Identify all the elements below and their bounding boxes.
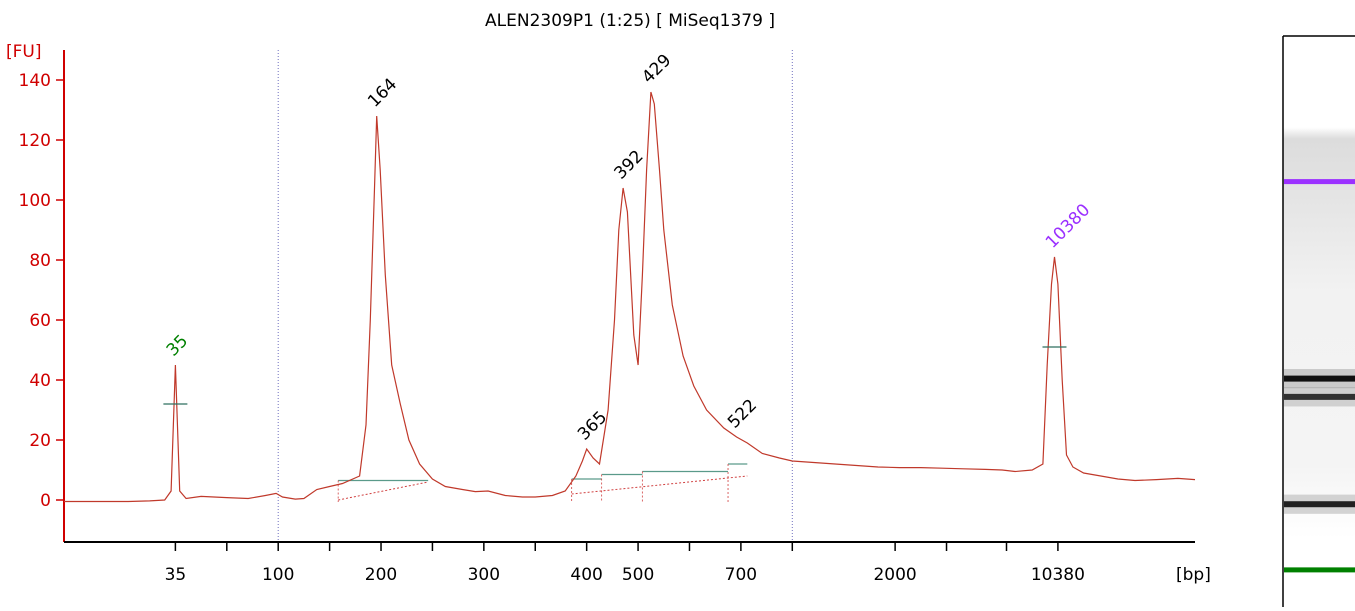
gel-band-halo (1284, 369, 1355, 389)
gel-band (1284, 179, 1355, 185)
peak-label: 365 (574, 407, 611, 444)
x-tick-label: 35 (165, 565, 187, 585)
y-tick-label: 120 (19, 131, 51, 151)
gel-band (1284, 567, 1355, 573)
tick-labels: 0 20 40 60 80 100 120 140 35 100 200 300 400 500 700 20… (19, 71, 1085, 585)
y-tick-label: 140 (19, 71, 51, 91)
y-tick-label: 0 (40, 491, 51, 511)
series-group (64, 91, 1196, 503)
y-tick-label: 60 (29, 311, 51, 331)
peak-baselines (337, 463, 748, 502)
gel-band (1284, 393, 1355, 400)
integration-lines (338, 475, 748, 501)
y-tick-label: 40 (29, 371, 51, 391)
peak-label: 522 (724, 395, 761, 432)
x-tick-label: 300 (468, 565, 500, 585)
gel-band-halo (1284, 387, 1355, 407)
x-axis-label: [bp] (1176, 565, 1211, 585)
x-tick-label: 500 (622, 565, 654, 585)
gel-image (1282, 35, 1355, 607)
peak-label: 392 (610, 146, 647, 183)
peak-labels: 35 164 365 392 429 522 10380 (163, 50, 1094, 444)
y-tick-label: 80 (29, 251, 51, 271)
x-tick-label: 10380 (1031, 565, 1085, 585)
y-tick-label: 20 (29, 431, 51, 451)
vertical-guide-lines (277, 50, 793, 542)
integration-line (571, 475, 748, 495)
y-axis-label: [FU] (6, 42, 42, 62)
x-tick-label: 400 (570, 565, 602, 585)
integration-line (338, 481, 429, 501)
gel-band (1284, 501, 1355, 508)
axes (63, 50, 1195, 543)
trace-line (64, 91, 1196, 503)
gel-band-halo (1284, 494, 1355, 514)
peak-label: 10380 (1042, 200, 1094, 252)
y-tick-label: 100 (19, 191, 51, 211)
peak-label: 164 (364, 74, 401, 111)
x-tick-label: 700 (725, 565, 757, 585)
chart-title: ALEN2309P1 (1:25) [ MiSeq1379 ] (485, 11, 775, 31)
gel-lane-background (1283, 36, 1355, 607)
marker-lines (163, 346, 1067, 405)
peak-label: 429 (638, 50, 675, 87)
x-tick-label: 100 (262, 565, 294, 585)
gel-band (1284, 375, 1355, 382)
x-tick-label: 2000 (873, 565, 916, 585)
x-tick-label: 200 (365, 565, 397, 585)
peak-label: 35 (163, 331, 192, 360)
